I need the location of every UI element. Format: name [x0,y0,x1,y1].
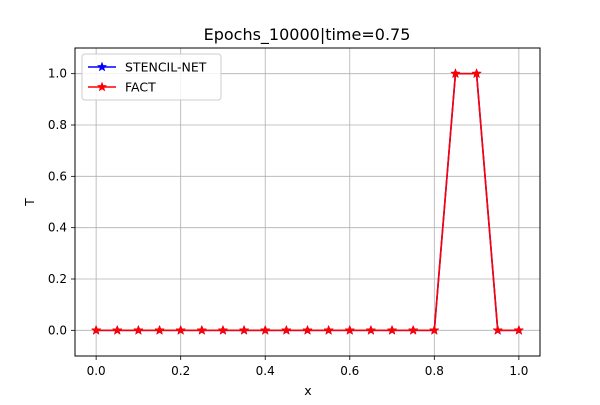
data-point [133,324,144,335]
series-fact [90,68,525,335]
data-point [323,324,334,335]
y-tick-label: 0.0 [48,323,67,337]
y-tick-label: 0.2 [48,272,67,286]
legend-box [81,53,222,101]
x-axis-label: x [304,383,311,398]
legend-label: STENCIL-NET [125,60,207,75]
data-point [386,324,398,335]
data-point [90,324,102,335]
data-point [196,324,208,335]
legend-marker [96,61,108,72]
x-tick-label: 1.0 [509,364,528,378]
data-point [429,324,440,335]
data-point [471,68,482,79]
series-layer [90,68,525,335]
chart-title: Epochs_10000|time=0.75 [204,25,411,45]
data-point [175,324,186,335]
x-tick-label: 0.8 [425,364,444,378]
legend: STENCIL-NET FACT [81,53,222,101]
legend-item: FACT [88,80,156,95]
data-point [238,324,250,335]
y-tick-label: 0.6 [48,169,67,183]
data-point [281,324,292,335]
y-axis: 0.0 0.2 0.4 0.6 0.8 1.0 [48,67,75,337]
series-line-fact [96,72,519,332]
y-tick-label: 0.8 [48,118,67,132]
data-point [217,324,229,335]
x-axis: 0.0 0.2 0.4 0.6 0.8 1.0 [87,356,528,378]
x-tick-label: 0.2 [171,364,190,378]
series-stencil-net [90,68,525,335]
data-point [259,324,271,335]
series-line-stencil-net [96,72,519,332]
x-tick-label: 0.4 [256,364,275,378]
legend-item: STENCIL-NET [88,60,207,75]
data-point [365,324,377,335]
plot-frame [74,47,541,357]
data-point [154,324,165,335]
legend-label: FACT [125,80,156,95]
data-point [450,68,461,79]
data-point [492,324,503,335]
x-tick-label: 0.0 [87,364,106,378]
data-point [302,324,313,335]
y-axis-label: T [22,198,37,207]
data-point [344,324,356,335]
y-tick-label: 1.0 [48,67,67,81]
data-point [112,324,123,335]
x-tick-label: 0.6 [340,364,359,378]
data-point [407,324,419,335]
y-tick-label: 0.4 [48,221,67,235]
legend-marker [96,81,108,92]
data-point [513,324,525,335]
